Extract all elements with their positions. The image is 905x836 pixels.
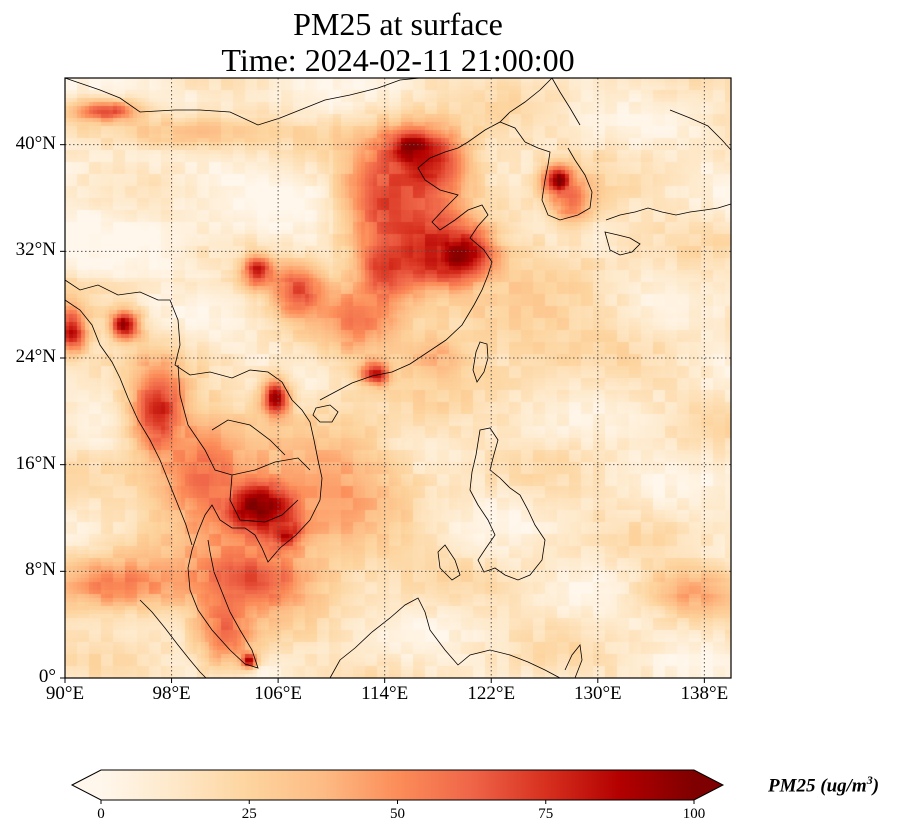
x-tick-label: 138°E	[680, 683, 729, 704]
coastline-palawan	[437, 544, 461, 581]
border-southeast-asia	[64, 279, 311, 523]
x-tick-label: 98°E	[152, 683, 191, 704]
y-tick-label: 8°N	[25, 559, 56, 581]
colorbar	[70, 769, 725, 804]
coastline-indochina	[187, 399, 323, 669]
colorbar-tick-label: 50	[390, 806, 405, 822]
border-china-mongolia	[64, 77, 421, 126]
coastline-taiwan	[472, 341, 489, 383]
gridlines	[65, 78, 731, 678]
colorbar-tick-label: 100	[682, 806, 706, 822]
colorbar-tick-label: 25	[241, 806, 257, 822]
map-frame	[64, 77, 732, 679]
coastline-borneo	[329, 597, 561, 679]
x-tick-label: 114°E	[361, 683, 409, 704]
x-tick-label: 122°E	[467, 683, 516, 704]
coastline-philippines	[469, 427, 546, 581]
colorbar-ticks	[100, 800, 695, 804]
x-tick-label: 90°E	[45, 683, 85, 704]
colorbar-title-base: PM25 (ug/m	[768, 775, 867, 797]
coastline-sumatra	[139, 599, 207, 679]
x-tick-label: 130°E	[573, 683, 622, 704]
coastline-hainan	[312, 404, 339, 423]
border-china-korea-russia	[499, 77, 581, 143]
coastlines	[64, 77, 732, 679]
coastline-sulawesi	[564, 644, 583, 679]
y-tick-label: 40°N	[15, 132, 56, 154]
coastline-china-east	[319, 77, 553, 401]
coastline-myanmar	[64, 299, 193, 546]
x-tick-label: 106°E	[254, 683, 302, 704]
colorbar-title-end: )	[872, 775, 880, 797]
chart-title: PM25 at surface	[293, 6, 503, 42]
chart-subtitle-time: Time: 2024-02-11 21:00:00	[221, 42, 575, 78]
coastline-japan	[604, 109, 732, 256]
y-tick-label: 32°N	[15, 239, 56, 261]
pm25-heatmap-field	[65, 78, 731, 678]
colorbar-title-superscript: 3	[866, 773, 873, 787]
colorbar-title: PM25 (ug/m3)	[768, 773, 879, 797]
colorbar-tick-label: 0	[97, 806, 105, 822]
colorbar-gradient	[70, 769, 725, 801]
colorbar-tick-label: 75	[538, 806, 554, 822]
axis-ticks	[60, 144, 705, 683]
y-tick-label: 0°	[38, 666, 56, 687]
y-tick-label: 24°N	[15, 346, 56, 367]
y-tick-label: 16°N	[15, 452, 56, 474]
coastline-korea	[524, 141, 593, 221]
